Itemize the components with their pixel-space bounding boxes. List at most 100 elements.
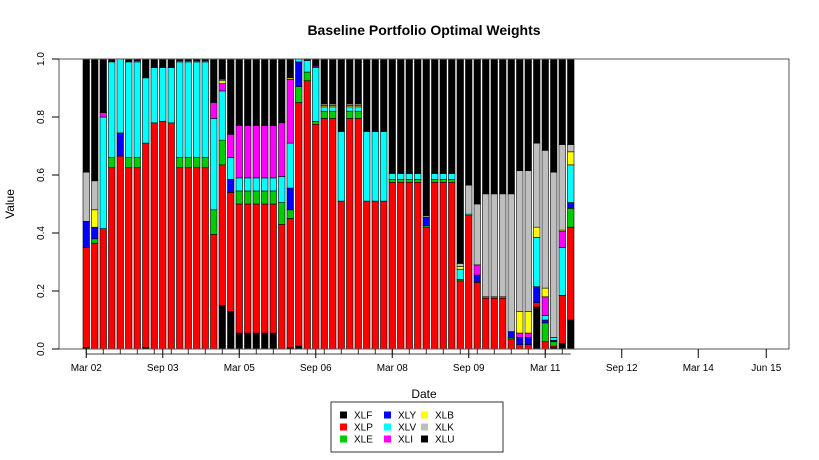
bar-50 <box>507 58 515 350</box>
bar-segment-xlf <box>405 58 413 174</box>
bar-segment-xlv <box>533 237 541 287</box>
bar-5 <box>125 58 133 350</box>
bar-segment-xli <box>286 79 294 144</box>
bar-24 <box>286 58 294 350</box>
bar-segment-xlf <box>414 58 422 174</box>
y-tick-label: 0.4 <box>36 226 47 240</box>
bar-segment-xlv <box>193 61 201 158</box>
legend-label: XLI <box>398 435 413 446</box>
bar-segment-xli <box>252 125 260 179</box>
bar-segment-xlv <box>541 315 549 321</box>
plot-frame <box>58 58 790 350</box>
bar-segment-xlk <box>465 184 473 215</box>
bar-segment-xlk <box>499 193 507 298</box>
bar-segment-xlf <box>431 58 439 174</box>
bar-segment-xlv <box>176 61 184 158</box>
bar-segment-xlf <box>261 58 269 126</box>
bar-segment-xlf <box>558 58 566 145</box>
bar-segment-xli <box>278 122 286 177</box>
bar-26 <box>303 58 311 350</box>
bar-segment-xlf <box>524 58 532 171</box>
bar-1 <box>91 58 99 350</box>
bar-segment-xlf <box>448 58 456 174</box>
bar-segment-xlp <box>388 181 396 350</box>
bar-segment-xlv <box>133 61 141 158</box>
bar-segment-xlp <box>405 181 413 350</box>
bar-segment-xlp <box>422 226 430 350</box>
bar-segment-xlu <box>269 332 277 350</box>
bar-segment-xlf <box>82 58 90 173</box>
legend-item-xlp: XLP <box>340 423 373 434</box>
legend-swatch <box>340 435 347 443</box>
bar-segment-xlp <box>159 121 167 350</box>
bar-segment-xlf <box>490 58 498 195</box>
bar-segment-xlp <box>507 338 515 350</box>
bar-segment-xlp <box>125 167 133 350</box>
bar-segment-xlu <box>235 332 243 350</box>
bar-segment-xlp <box>320 118 328 350</box>
bar-40 <box>422 58 430 350</box>
bar-segment-xlf <box>320 58 328 105</box>
bar-segment-xlb <box>533 226 541 238</box>
bar-25 <box>295 58 303 350</box>
bar-segment-xlv <box>227 157 235 180</box>
bar-segment-xlp <box>499 297 507 350</box>
x-tick-label: Sep 06 <box>300 363 332 374</box>
bar-segment-xle <box>329 110 337 119</box>
bar-segment-xlf <box>91 58 99 182</box>
bar-segment-xlf <box>422 58 430 216</box>
bar-segment-xlf <box>337 58 345 132</box>
bar-segment-xlp <box>150 122 158 350</box>
bar-segment-xlp <box>286 218 294 348</box>
bar-segment-xlu <box>533 306 541 350</box>
x-tick-label: Sep 12 <box>606 363 638 374</box>
bar-segment-xle <box>133 157 141 169</box>
legend-item-xle: XLE <box>340 435 373 446</box>
bar-segment-xlp <box>261 203 269 334</box>
bar-segment-xlv <box>388 173 396 180</box>
bar-segment-xly <box>227 179 235 193</box>
x-tick-label: Mar 02 <box>71 363 103 374</box>
bar-segment-xle <box>210 209 218 235</box>
legend-label: XLB <box>435 411 454 422</box>
bar-segment-xle <box>295 86 303 103</box>
bar-segment-xlv <box>235 177 243 192</box>
bar-segment-xlf <box>346 58 354 105</box>
legend-item-xlk: XLK <box>421 423 454 434</box>
bar-segment-xlp <box>524 344 532 350</box>
bar-segment-xlu <box>252 332 260 350</box>
bar-33 <box>363 58 371 350</box>
bar-segment-xlp <box>244 203 252 334</box>
bar-segment-xlb <box>541 287 549 298</box>
bar-segment-xlf <box>159 58 167 68</box>
bar-segment-xlp <box>380 200 388 350</box>
bar-segment-xle <box>541 322 549 343</box>
legend-label: XLE <box>354 435 373 446</box>
bar-segment-xlv <box>125 61 133 158</box>
legend-item-xlu: XLU <box>421 435 454 446</box>
legend-item-xly: XLY <box>384 411 416 422</box>
bar-segment-xlf <box>499 58 507 195</box>
bar-segment-xlb <box>567 151 575 166</box>
bar-segment-xlu <box>558 342 566 350</box>
bar-segment-xli <box>524 332 532 338</box>
bar-segment-xle <box>448 179 456 183</box>
bar-segment-xlv <box>201 61 209 158</box>
bar-segment-xlp <box>541 341 549 350</box>
bar-segment-xlp <box>252 203 260 334</box>
bar-segment-xlp <box>431 181 439 350</box>
bar-segment-xlp <box>167 122 175 350</box>
bar-segment-xlp <box>414 181 422 350</box>
bar-segment-xlb <box>516 310 524 334</box>
bar-segment-xlv <box>363 131 371 202</box>
bar-46 <box>473 58 481 350</box>
x-tick-label: Mar 08 <box>377 363 409 374</box>
bar-segment-xlf <box>516 58 524 171</box>
bar-segment-xlb <box>91 209 99 228</box>
bar-segment-xly <box>507 331 515 338</box>
bar-segment-xle <box>405 179 413 183</box>
bar-segment-xlv <box>346 106 354 112</box>
bar-segment-xle <box>108 157 116 169</box>
bar-segment-xlk <box>550 171 558 338</box>
bar-42 <box>439 58 447 350</box>
